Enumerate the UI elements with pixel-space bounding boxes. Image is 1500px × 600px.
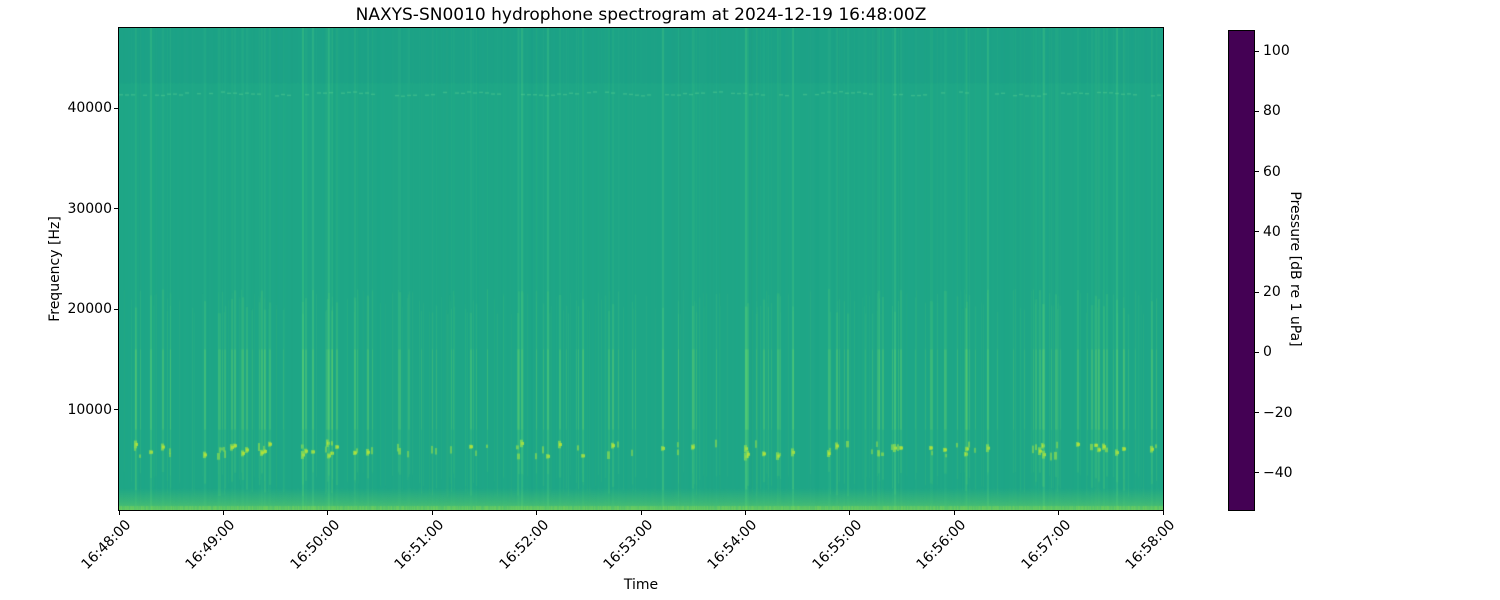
x-tick-label: 16:56:00 xyxy=(913,517,970,573)
y-tick-label: 30000 xyxy=(67,200,112,217)
colorbar-tick-mark xyxy=(1255,291,1259,293)
colorbar-tick-label: 40 xyxy=(1263,223,1281,240)
colorbar-tick-mark xyxy=(1255,472,1259,474)
colorbar-tick-label: 80 xyxy=(1263,103,1281,120)
x-tick-mark xyxy=(536,511,538,515)
x-tick-label: 16:58:00 xyxy=(1122,517,1179,573)
colorbar-tick-label: 60 xyxy=(1263,163,1281,180)
colorbar-tick-mark xyxy=(1255,351,1259,353)
y-tick-label: 10000 xyxy=(67,401,112,418)
colorbar-tick-mark xyxy=(1255,50,1259,52)
colorbar xyxy=(1228,30,1255,511)
y-tick-label: 40000 xyxy=(67,100,112,117)
y-tick-mark xyxy=(114,308,118,310)
x-tick-mark xyxy=(849,511,851,515)
x-tick-label: 16:48:00 xyxy=(78,517,135,573)
x-tick-label: 16:51:00 xyxy=(391,517,448,573)
x-tick-mark xyxy=(744,511,746,515)
colorbar-tick-mark xyxy=(1255,412,1259,414)
x-tick-label: 16:49:00 xyxy=(182,517,239,573)
x-tick-mark xyxy=(222,511,224,515)
colorbar-tick-label: 20 xyxy=(1263,284,1281,301)
x-tick-label: 16:57:00 xyxy=(1018,517,1074,573)
y-tick-mark xyxy=(114,208,118,210)
x-tick-mark xyxy=(431,511,433,515)
colorbar-tick-mark xyxy=(1255,231,1259,233)
x-tick-label: 16:55:00 xyxy=(809,517,866,573)
x-tick-mark xyxy=(640,511,642,515)
chart-title: NAXYS-SN0010 hydrophone spectrogram at 2… xyxy=(355,5,927,25)
y-tick-mark xyxy=(114,409,118,411)
y-tick-mark xyxy=(114,107,118,109)
x-tick-mark xyxy=(327,511,329,515)
colorbar-tick-label: 100 xyxy=(1263,43,1290,60)
x-tick-mark xyxy=(1058,511,1060,515)
colorbar-tick-label: −20 xyxy=(1263,404,1293,421)
x-tick-mark xyxy=(953,511,955,515)
colorbar-label: Pressure [dB re 1 uPa] xyxy=(1287,191,1303,347)
spectrogram-heatmap xyxy=(119,28,1163,510)
x-tick-label: 16:50:00 xyxy=(287,517,344,573)
plot-area xyxy=(118,27,1164,511)
x-tick-label: 16:54:00 xyxy=(704,517,761,573)
colorbar-tick-mark xyxy=(1255,110,1259,112)
x-tick-label: 16:52:00 xyxy=(496,517,552,573)
colorbar-tick-label: 0 xyxy=(1263,344,1272,361)
x-tick-mark xyxy=(118,511,120,515)
x-tick-mark xyxy=(1162,511,1164,515)
colorbar-tick-mark xyxy=(1255,171,1259,173)
x-axis-label: Time xyxy=(623,577,659,593)
y-tick-label: 20000 xyxy=(67,301,112,318)
colorbar-tick-label: −40 xyxy=(1263,464,1293,481)
